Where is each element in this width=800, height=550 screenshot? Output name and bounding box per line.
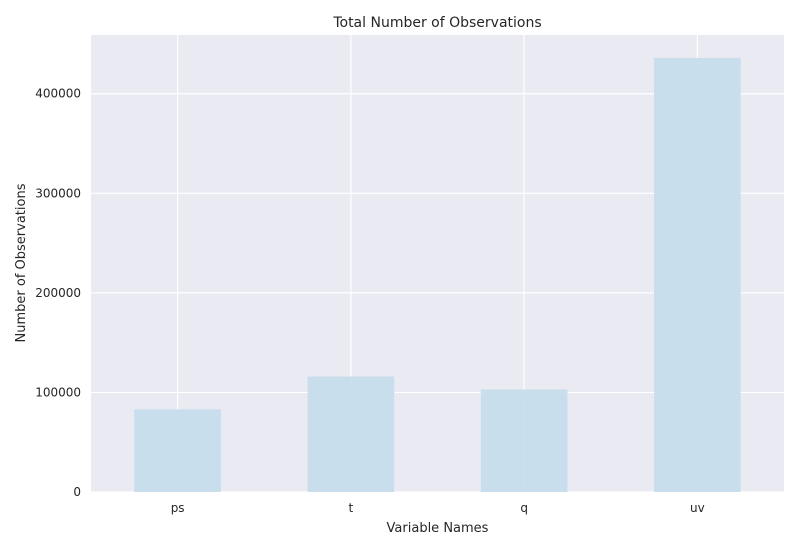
y-tick-label: 400000 [35,87,81,101]
y-axis-ticks: 0 100000 200000 300000 400000 [35,87,81,499]
x-axis-ticks: ps t q uv [171,501,705,515]
x-tick-label: uv [690,501,705,515]
bar-q [480,389,568,492]
x-tick-label: t [349,501,354,515]
chart-title: Total Number of Observations [332,15,541,31]
x-tick-label: ps [171,501,185,515]
x-axis-title: Variable Names [387,521,489,536]
bar-ps [134,409,221,492]
bar-series [134,57,741,492]
y-tick-label: 200000 [35,286,81,300]
y-tick-label: 0 [73,485,81,499]
y-tick-label: 100000 [35,385,81,399]
y-axis-title: Number of Observations [14,183,29,342]
x-tick-label: q [520,501,528,515]
bar-t [307,376,395,492]
bar-uv [654,57,741,492]
y-tick-label: 300000 [35,186,81,200]
